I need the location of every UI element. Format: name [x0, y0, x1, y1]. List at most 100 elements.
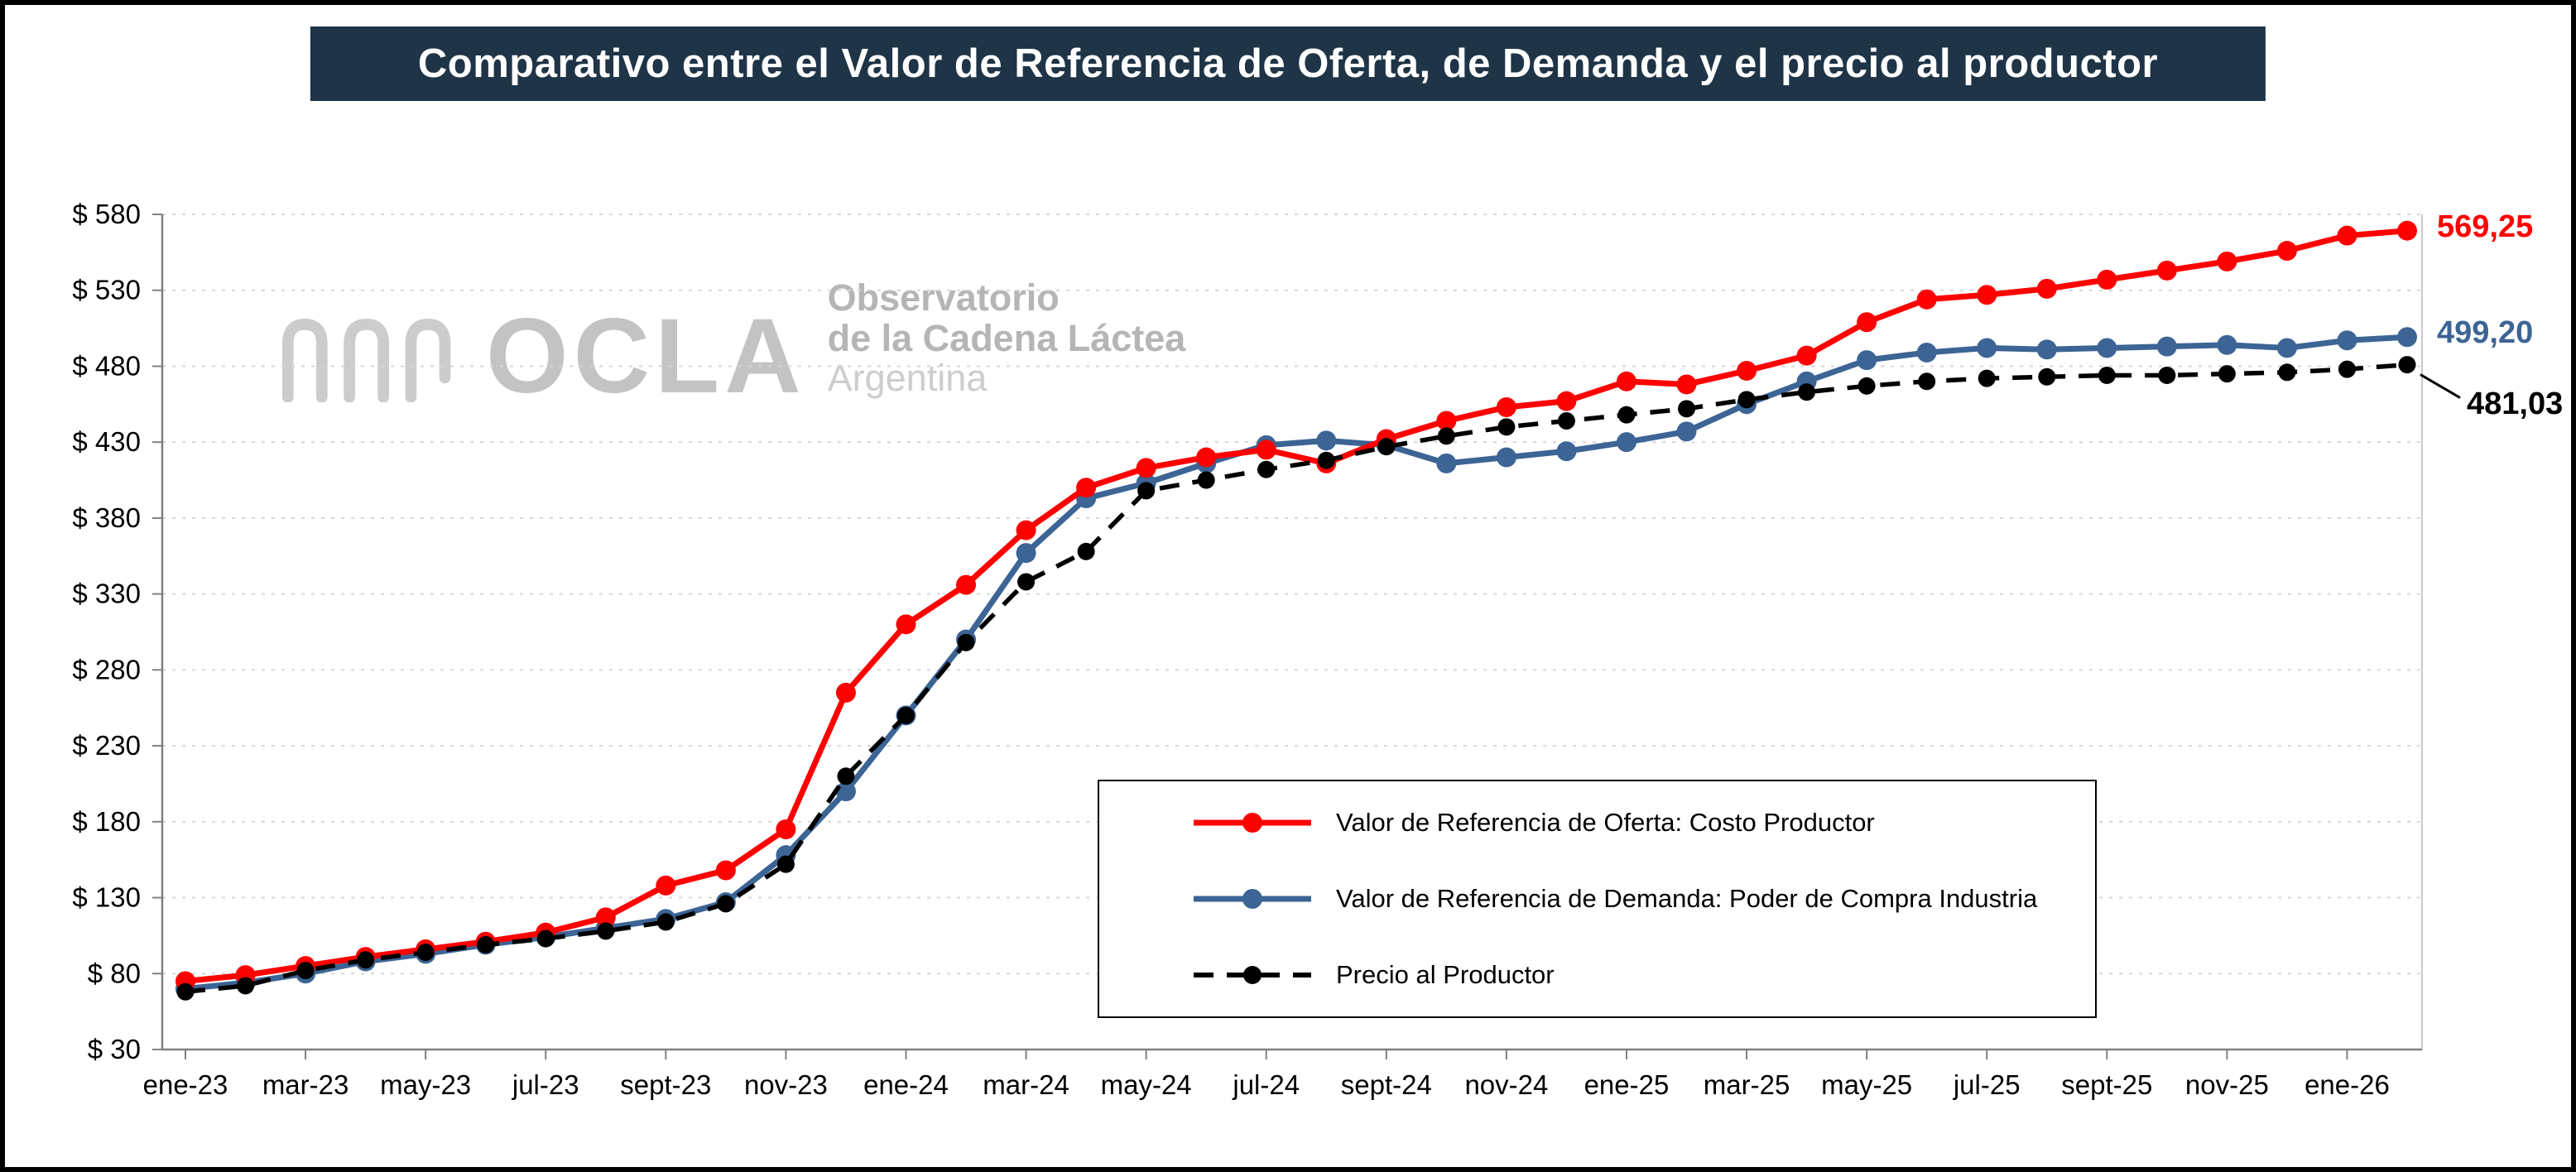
y-tick-label: $ 230 — [72, 730, 141, 761]
series-marker-1 — [1676, 421, 1697, 442]
x-tick-label: may-24 — [1101, 1069, 1192, 1100]
series-marker-0 — [896, 614, 916, 635]
x-tick-label: nov-24 — [1464, 1069, 1548, 1100]
series-marker-0 — [1496, 396, 1516, 417]
series-marker-2 — [776, 855, 795, 873]
series-marker-2 — [1377, 438, 1396, 456]
x-tick-label: ene-26 — [2304, 1069, 2390, 1100]
x-tick-label: sept-23 — [620, 1069, 711, 1100]
series-marker-1 — [1616, 432, 1636, 453]
series-marker-0 — [656, 875, 676, 896]
y-tick-label: $ 180 — [72, 806, 141, 837]
series-marker-0 — [1857, 312, 1877, 333]
series-marker-0 — [2156, 260, 2177, 281]
series-marker-1 — [2337, 330, 2357, 351]
series-marker-0 — [2397, 220, 2417, 241]
x-tick-label: sept-25 — [2061, 1069, 2152, 1100]
end-label-connector — [2420, 373, 2461, 399]
series-marker-2 — [1678, 400, 1696, 418]
series-line-2 — [185, 362, 2408, 995]
series-marker-1 — [2036, 339, 2057, 360]
y-tick-label: $ 130 — [72, 882, 141, 913]
legend-sample-demanda-icon — [1194, 889, 1311, 909]
series-marker-2 — [717, 895, 735, 913]
series-marker-0 — [1737, 360, 1757, 381]
x-tick-label: jul-23 — [512, 1069, 579, 1100]
series-marker-2 — [2038, 367, 2056, 386]
series-marker-0 — [2217, 251, 2237, 271]
chart-legend: Valor de Referencia de Oferta: Costo Pro… — [1098, 780, 2098, 1018]
series-marker-0 — [595, 907, 616, 928]
series-marker-2 — [2338, 360, 2356, 378]
series-marker-2 — [597, 922, 615, 940]
series-marker-0 — [956, 574, 977, 595]
y-tick-label: $ 430 — [72, 426, 141, 457]
series-marker-0 — [1076, 478, 1097, 498]
series-marker-2 — [2218, 365, 2236, 383]
series-marker-1 — [1556, 441, 1577, 462]
series-marker-1 — [2397, 327, 2417, 348]
series-marker-0 — [1676, 374, 1697, 395]
series-marker-2 — [1617, 406, 1636, 424]
x-tick-label: mar-23 — [262, 1069, 349, 1100]
series-marker-0 — [1796, 345, 1817, 366]
series-marker-2 — [1017, 573, 1036, 591]
series-marker-2 — [416, 944, 435, 962]
series-marker-1 — [2097, 338, 2117, 358]
series-marker-1 — [1316, 430, 1337, 451]
series-marker-2 — [1978, 369, 1996, 387]
series-marker-2 — [357, 951, 375, 969]
legend-sample-productor-icon — [1194, 966, 1311, 984]
series-marker-2 — [2098, 366, 2116, 384]
legend-label-demanda: Valor de Referencia de Demanda: Poder de… — [1336, 884, 2038, 913]
series-marker-0 — [1916, 289, 1937, 310]
x-tick-label: sept-24 — [1341, 1069, 1432, 1100]
series-marker-1 — [2276, 338, 2297, 358]
series-marker-0 — [1016, 520, 1036, 540]
series-marker-2 — [2158, 366, 2176, 384]
series-marker-2 — [2278, 363, 2296, 382]
series-marker-2 — [1437, 427, 1455, 445]
x-tick-label: nov-25 — [2185, 1069, 2269, 1100]
y-tick-label: $ 80 — [88, 958, 141, 988]
series-marker-0 — [1436, 411, 1457, 431]
series-marker-2 — [957, 633, 975, 651]
series-marker-2 — [1197, 471, 1215, 489]
series-marker-0 — [2337, 225, 2357, 246]
series-marker-1 — [1916, 342, 1937, 363]
series-marker-0 — [715, 860, 736, 881]
x-tick-label: may-25 — [1821, 1069, 1912, 1100]
series-marker-2 — [896, 706, 915, 724]
series-marker-2 — [837, 767, 855, 785]
series-marker-1 — [1016, 543, 1036, 564]
series-marker-2 — [1858, 377, 1876, 395]
series-marker-0 — [2276, 241, 2297, 262]
y-tick-label: $ 380 — [72, 502, 141, 533]
legend-item-demanda: Valor de Referencia de Demanda: Poder de… — [1190, 884, 2037, 914]
series-marker-1 — [1857, 350, 1877, 371]
end-value-productor: 481,03 — [2467, 386, 2564, 421]
series-marker-2 — [1317, 451, 1335, 469]
legend-label-oferta: Valor de Referencia de Oferta: Costo Pro… — [1336, 808, 1875, 837]
x-tick-label: jul-25 — [1953, 1069, 2021, 1100]
series-marker-2 — [2398, 356, 2416, 374]
series-marker-2 — [176, 982, 195, 1001]
series-marker-1 — [2217, 334, 2237, 355]
x-tick-label: mar-25 — [1704, 1069, 1790, 1100]
legend-item-productor: Precio al Productor — [1190, 960, 2037, 990]
series-marker-2 — [1918, 372, 1936, 391]
x-tick-label: mar-24 — [983, 1069, 1069, 1100]
y-tick-label: $ 30 — [88, 1034, 141, 1064]
y-tick-label: $ 480 — [72, 350, 141, 381]
series-marker-2 — [1737, 391, 1756, 409]
x-tick-label: ene-24 — [863, 1069, 949, 1100]
series-marker-2 — [1137, 482, 1156, 500]
series-marker-0 — [835, 682, 856, 703]
series-marker-1 — [2156, 336, 2177, 357]
series-marker-0 — [2097, 269, 2117, 290]
series-marker-2 — [656, 913, 675, 931]
series-marker-0 — [776, 819, 796, 839]
series-marker-0 — [2036, 278, 2057, 299]
x-tick-label: nov-23 — [744, 1069, 828, 1100]
